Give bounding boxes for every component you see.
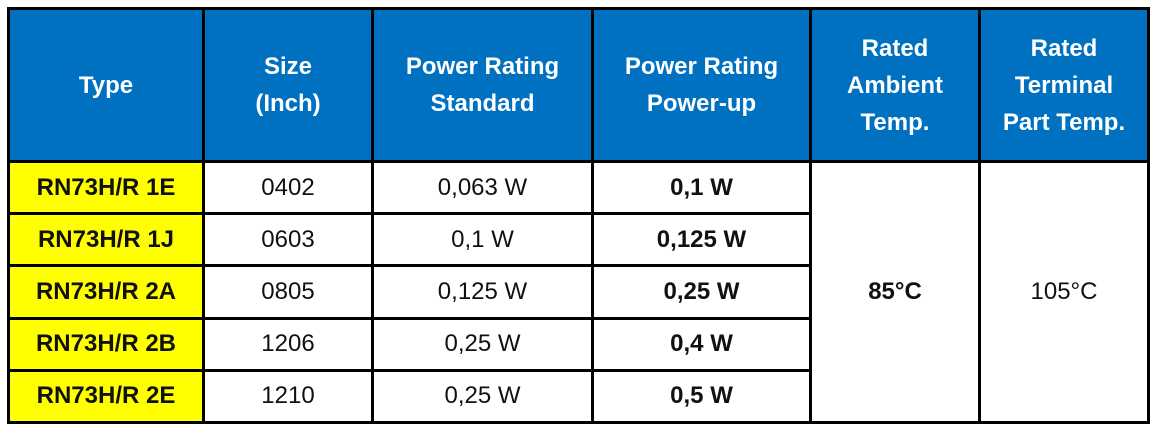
- standard-cell: 0,063 W: [371, 159, 594, 216]
- powerup-cell: 0,25 W: [591, 264, 812, 320]
- table-row: RN73H/R 1J 0603 0,1 W 0,125 W: [7, 212, 1149, 268]
- size-cell: 1206: [202, 316, 374, 372]
- size-cell: 0402: [202, 159, 374, 216]
- header-line: Temp.: [860, 108, 930, 136]
- header-cell: Type: [7, 7, 205, 163]
- size-cell: 0603: [202, 212, 374, 268]
- standard-cell: 0,125 W: [371, 264, 594, 320]
- ambient-temp-cell: 85°C: [809, 160, 981, 424]
- header-line: Rated: [861, 34, 929, 62]
- header-cell: Power Rating Standard: [371, 7, 594, 163]
- header-line: Size: [263, 53, 313, 80]
- header-row: Type Size (Inch) Power Rating Standard Power …: [7, 7, 1150, 163]
- header-cell: Size (Inch): [202, 7, 374, 163]
- header-line: Power Rating: [624, 53, 779, 80]
- terminal-temp-cell: 105°C: [978, 160, 1150, 424]
- header-line: Power-up: [646, 90, 757, 117]
- header-line: (Inch): [255, 90, 321, 117]
- size-cell: 0805: [202, 264, 374, 320]
- table-row: RN73H/R 2E 1210 0,25 W 0,5 W: [7, 368, 1149, 425]
- standard-cell: 0,1 W: [371, 212, 594, 268]
- header-line: Type: [78, 71, 134, 99]
- standard-cell: 0,25 W: [371, 368, 594, 425]
- powerup-cell: 0,4 W: [591, 316, 812, 372]
- size-cell: 1210: [202, 368, 374, 425]
- header-cell: Power Rating Power-up: [591, 7, 812, 163]
- type-cell: RN73H/R 2A: [7, 264, 205, 320]
- spec-table: Type Size (Inch) Power Rating Standard Power …: [7, 7, 1150, 425]
- header-cell: Rated Ambient Temp.: [809, 7, 981, 163]
- table-row: RN73H/R 2A 0805 0,125 W 0,25 W: [7, 264, 1149, 320]
- header-line: Terminal: [1014, 71, 1114, 99]
- header-line: Power Rating: [405, 53, 560, 80]
- type-cell: RN73H/R 2E: [7, 368, 205, 425]
- powerup-cell: 0,1 W: [591, 159, 812, 216]
- header-cell: Rated Terminal Part Temp.: [978, 7, 1150, 163]
- standard-cell: 0,25 W: [371, 316, 594, 372]
- header-line: Rated: [1030, 34, 1098, 62]
- table-row: RN73H/R 1E 0402 0,063 W 0,1 W 85°C 105°C: [7, 159, 1150, 424]
- header-line: Standard: [430, 90, 535, 117]
- table-row: RN73H/R 2B 1206 0,25 W 0,4 W: [7, 316, 1149, 372]
- powerup-cell: 0,125 W: [591, 212, 812, 268]
- type-cell: RN73H/R 2B: [7, 316, 205, 372]
- table-body: RN73H/R 1E 0402 0,063 W 0,1 W 85°C 105°C RN73H…: [7, 159, 1150, 425]
- type-cell: RN73H/R 1E: [7, 159, 205, 216]
- header-line: Ambient: [847, 71, 943, 99]
- powerup-cell: 0,5 W: [591, 368, 812, 425]
- header-line: Part Temp.: [1002, 108, 1126, 136]
- type-cell: RN73H/R 1J: [7, 212, 205, 268]
